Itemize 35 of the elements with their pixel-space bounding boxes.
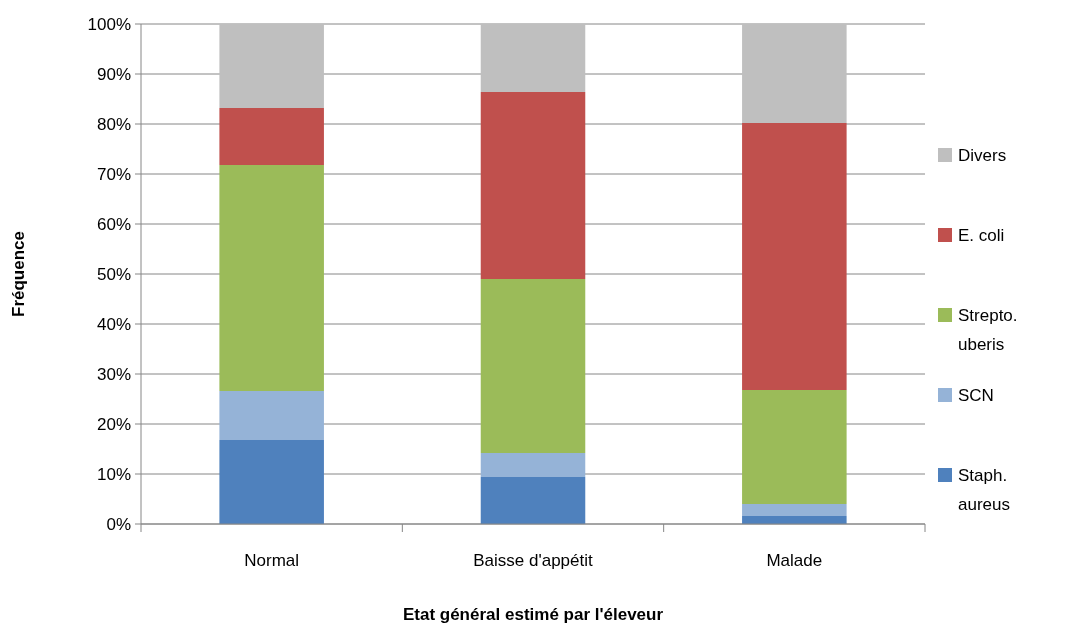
y-tick-label: 50% — [96, 264, 131, 284]
legend-label: Strepto. uberis — [958, 305, 1018, 354]
bar — [219, 391, 324, 440]
y-tick-label: 60% — [96, 214, 131, 234]
bar — [219, 24, 324, 108]
y-tick-label: 10% — [96, 464, 131, 484]
x-tick-label: Malade — [766, 551, 823, 570]
bar — [219, 440, 324, 524]
bar — [742, 123, 847, 390]
x-tick-label: Normal — [244, 551, 300, 570]
bar — [742, 24, 847, 123]
bar — [480, 92, 586, 279]
bar — [742, 390, 847, 504]
x-axis-title: Etat général estimé par l'éleveur — [402, 605, 664, 624]
y-axis-title: Fréquence — [9, 231, 28, 317]
y-tick-label: 30% — [96, 364, 131, 384]
y-tick-label: 80% — [96, 114, 131, 134]
y-tick-label: 20% — [96, 414, 131, 434]
y-tick-label: 100% — [87, 14, 131, 34]
bar — [219, 108, 324, 165]
bar — [480, 279, 586, 453]
y-tick-label: 90% — [96, 64, 131, 84]
legend-label: Divers — [958, 145, 1007, 165]
bar — [742, 504, 847, 516]
y-tick-label: 40% — [96, 314, 131, 334]
y-tick-label: 0% — [106, 514, 131, 534]
legend-label: E. coli — [958, 225, 1005, 245]
legend-label: SCN — [958, 385, 994, 405]
bar — [219, 165, 324, 391]
x-tick-label: Baisse d'appétit — [473, 551, 594, 570]
bar — [480, 453, 586, 477]
legend-label: Staph. aureus — [958, 465, 1010, 514]
y-tick-label: 70% — [96, 164, 131, 184]
bar — [480, 24, 586, 92]
bar — [480, 477, 586, 524]
